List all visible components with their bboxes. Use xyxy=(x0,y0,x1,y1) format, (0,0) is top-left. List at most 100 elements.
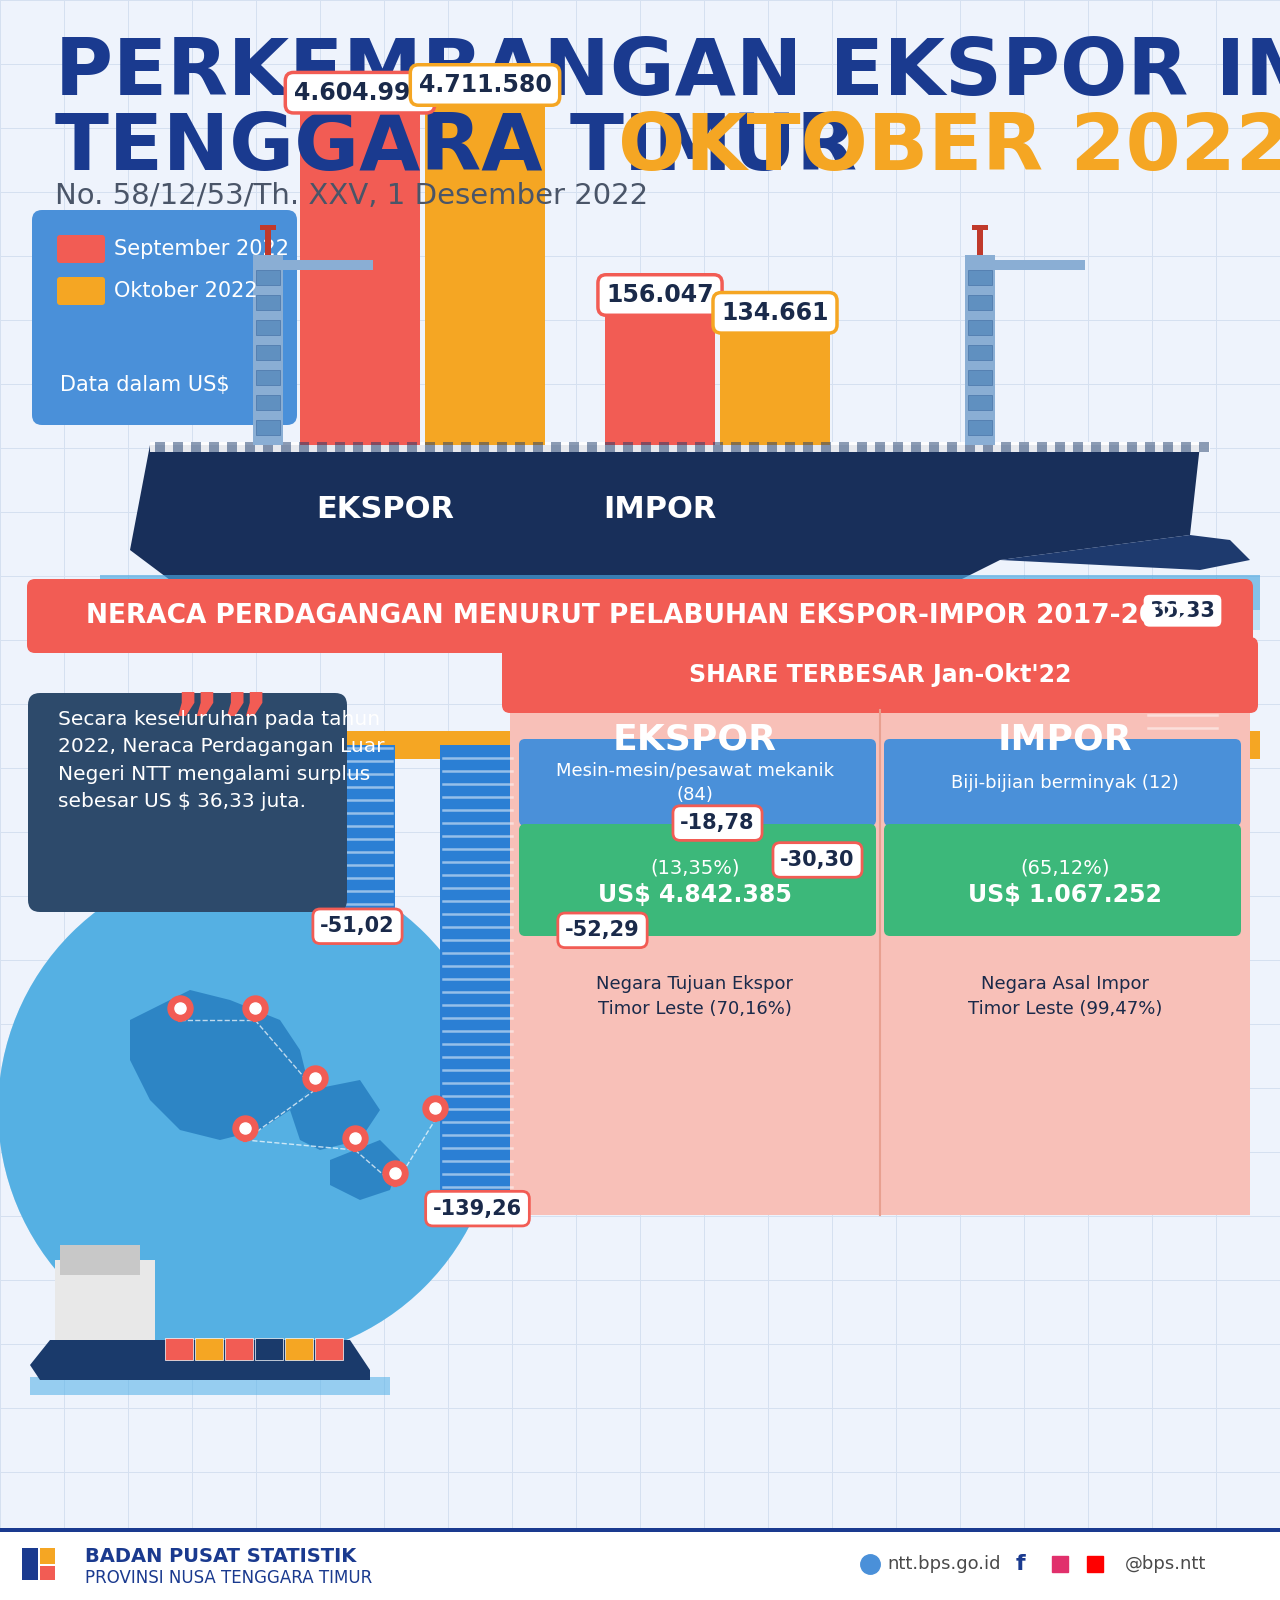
Polygon shape xyxy=(40,1566,55,1581)
Text: -139,26: -139,26 xyxy=(433,1198,522,1219)
Bar xyxy=(731,442,741,451)
Bar xyxy=(767,442,777,451)
Bar xyxy=(256,419,280,435)
Polygon shape xyxy=(330,1139,399,1200)
Text: Negara Asal Impor
Timor Leste (99,47%): Negara Asal Impor Timor Leste (99,47%) xyxy=(968,974,1162,1018)
Bar xyxy=(785,442,795,451)
Text: PERKEMBANGAN EKSPOR IMPOR NUSA: PERKEMBANGAN EKSPOR IMPOR NUSA xyxy=(55,35,1280,110)
Text: EKSPOR: EKSPOR xyxy=(316,496,454,525)
Bar xyxy=(353,442,364,451)
Bar xyxy=(968,270,992,285)
Bar xyxy=(968,320,992,334)
Bar xyxy=(968,419,992,435)
Bar xyxy=(749,442,759,451)
FancyBboxPatch shape xyxy=(518,824,876,936)
Text: US$ 4.842.385: US$ 4.842.385 xyxy=(598,883,792,907)
Bar xyxy=(1146,442,1155,451)
Bar xyxy=(497,442,507,451)
Bar xyxy=(300,442,308,451)
Polygon shape xyxy=(1000,534,1251,570)
Text: Data dalam US$: Data dalam US$ xyxy=(60,374,229,395)
Polygon shape xyxy=(131,990,310,1139)
Bar xyxy=(680,746,755,805)
Bar xyxy=(588,442,596,451)
Bar xyxy=(968,370,992,386)
Bar xyxy=(0,1528,1280,1533)
Bar xyxy=(1055,442,1065,451)
Bar xyxy=(1001,442,1011,451)
Bar xyxy=(256,294,280,310)
Text: No. 58/12/53/Th. XXV, 1 Desember 2022: No. 58/12/53/Th. XXV, 1 Desember 2022 xyxy=(55,182,648,210)
Bar xyxy=(929,442,940,451)
Bar xyxy=(893,442,902,451)
Bar xyxy=(1108,442,1119,451)
Circle shape xyxy=(155,832,215,893)
Circle shape xyxy=(0,861,498,1360)
Bar xyxy=(695,442,705,451)
Polygon shape xyxy=(100,610,1260,630)
FancyBboxPatch shape xyxy=(884,824,1242,936)
Bar xyxy=(440,746,515,1190)
FancyBboxPatch shape xyxy=(509,710,1251,1214)
Bar xyxy=(389,442,399,451)
Bar xyxy=(310,731,1260,758)
Circle shape xyxy=(12,1534,72,1594)
Bar xyxy=(911,442,922,451)
Bar xyxy=(173,442,183,451)
Text: ””: ”” xyxy=(170,690,270,765)
Bar xyxy=(253,259,372,270)
Circle shape xyxy=(186,845,236,894)
Bar xyxy=(244,442,255,451)
FancyBboxPatch shape xyxy=(32,210,297,426)
FancyBboxPatch shape xyxy=(884,739,1242,826)
Bar xyxy=(605,442,614,451)
Bar xyxy=(947,442,957,451)
Bar xyxy=(265,226,271,254)
Text: -30,30: -30,30 xyxy=(781,850,855,870)
Bar xyxy=(605,315,716,445)
Text: EKSPOR: EKSPOR xyxy=(613,723,777,757)
Bar xyxy=(968,346,992,360)
Text: TENGGARA TIMUR: TENGGARA TIMUR xyxy=(55,110,884,186)
Bar xyxy=(209,442,219,451)
Polygon shape xyxy=(22,1549,38,1581)
Bar xyxy=(165,1338,193,1360)
Polygon shape xyxy=(291,1080,380,1150)
Bar xyxy=(515,442,525,451)
Text: 4.711.580: 4.711.580 xyxy=(419,74,552,98)
Bar xyxy=(564,746,640,912)
Bar xyxy=(1091,442,1101,451)
Bar xyxy=(780,746,855,842)
Bar xyxy=(677,442,687,451)
Bar xyxy=(1019,442,1029,451)
Polygon shape xyxy=(100,574,1260,610)
Bar xyxy=(29,1378,390,1395)
Bar xyxy=(532,442,543,451)
FancyBboxPatch shape xyxy=(518,739,876,826)
Bar xyxy=(659,442,669,451)
Text: 134.661: 134.661 xyxy=(721,301,828,325)
Bar xyxy=(150,442,1210,451)
Bar xyxy=(983,442,993,451)
Bar xyxy=(1073,442,1083,451)
Text: Negara Tujuan Ekspor
Timor Leste (70,16%): Negara Tujuan Ekspor Timor Leste (70,16%… xyxy=(596,974,794,1018)
Bar xyxy=(225,1338,253,1360)
Bar xyxy=(300,112,420,445)
Bar xyxy=(972,226,988,230)
Bar xyxy=(425,106,545,445)
Bar xyxy=(256,346,280,360)
Bar xyxy=(965,254,995,445)
Polygon shape xyxy=(131,445,1201,579)
Text: 36,33: 36,33 xyxy=(1149,600,1216,621)
Bar xyxy=(55,1261,155,1341)
Bar xyxy=(858,442,867,451)
Text: (65,12%): (65,12%) xyxy=(1020,859,1110,877)
Text: SHARE TERBESAR Jan-Okt'22: SHARE TERBESAR Jan-Okt'22 xyxy=(689,662,1071,686)
Circle shape xyxy=(120,826,189,894)
Bar xyxy=(335,442,346,451)
Bar xyxy=(195,1338,223,1360)
FancyBboxPatch shape xyxy=(58,235,105,262)
Circle shape xyxy=(97,842,154,898)
Bar xyxy=(479,442,489,451)
Text: f: f xyxy=(1015,1554,1025,1574)
